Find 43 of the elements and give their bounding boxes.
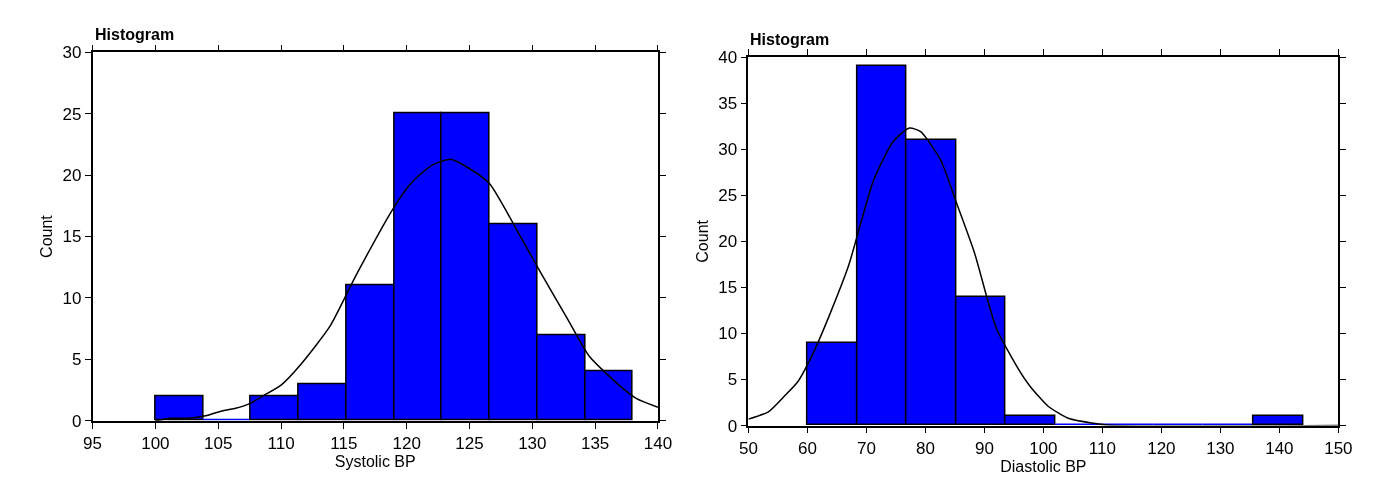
y-tick-label: 10 [718, 324, 738, 344]
y-tick-label: 0 [727, 416, 738, 436]
x-tick-label: 100 [141, 433, 170, 453]
x-tick-label: 130 [1206, 438, 1235, 458]
y-tick-label: 25 [62, 104, 82, 124]
y-tick-label: 15 [718, 278, 738, 298]
y-tick-label: 30 [718, 140, 738, 160]
x-tick-label: 120 [392, 433, 421, 453]
y-tick-label: 20 [62, 166, 82, 186]
x-tick-label: 130 [518, 433, 547, 453]
y-tick-label: 40 [718, 48, 738, 68]
x-tick-label: 70 [856, 438, 876, 458]
y-tick-label: 20 [718, 232, 738, 252]
y-tick-label: 5 [727, 370, 738, 390]
y-tick-label: 25 [718, 186, 738, 206]
y-tick-label: 35 [718, 94, 738, 114]
y-axis-title: Count [693, 219, 711, 263]
x-tick-label: 110 [267, 433, 295, 453]
x-axis-title: Diastolic BP [1000, 457, 1087, 475]
x-tick-label: 60 [797, 438, 817, 458]
x-tick-label: 80 [915, 438, 935, 458]
chart-title: Histogram [95, 26, 175, 43]
x-tick-label: 140 [643, 433, 673, 453]
x-tick-label: 135 [580, 433, 610, 453]
y-tick-label: 0 [71, 411, 82, 431]
y-axis-title: Count [37, 214, 55, 258]
x-tick-label: 125 [455, 433, 484, 453]
x-tick-label: 115 [330, 433, 358, 453]
y-tick-label: 10 [62, 288, 82, 308]
x-axis-title: Systolic BP [334, 453, 416, 471]
x-tick-label: 100 [1029, 438, 1058, 458]
x-tick-label: 110 [1088, 438, 1116, 458]
x-tick-label: 90 [974, 438, 994, 458]
x-tick-label: 50 [738, 438, 758, 458]
chart-title: Histogram [750, 31, 830, 48]
y-tick-label: 30 [62, 43, 82, 63]
y-tick-label: 5 [71, 350, 82, 370]
x-tick-label: 105 [204, 433, 233, 453]
y-tick-label: 15 [62, 227, 82, 247]
x-tick-label: 150 [1324, 438, 1353, 458]
x-tick-label: 120 [1147, 438, 1176, 458]
x-tick-label: 140 [1265, 438, 1294, 458]
x-tick-label: 95 [83, 433, 103, 453]
